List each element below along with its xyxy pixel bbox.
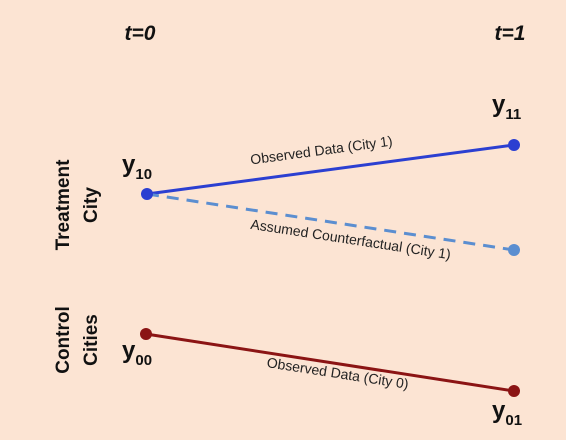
subscript: 01 (505, 412, 522, 429)
observed-line (146, 143, 515, 196)
symbol: y (122, 151, 136, 178)
subscript: 00 (135, 352, 152, 369)
subscript: 11 (505, 106, 521, 123)
group-label: Cities (81, 314, 102, 366)
header: t=0 (125, 22, 156, 45)
point (141, 188, 153, 200)
symbol: y (492, 91, 506, 118)
group-label: City (81, 187, 102, 223)
counterfactual-line (146, 192, 515, 252)
point (140, 328, 152, 340)
point-label: y01 (492, 397, 522, 429)
symbol: y (122, 337, 136, 364)
symbol: y (492, 397, 506, 424)
point (508, 385, 520, 397)
observed-line (145, 332, 515, 393)
group-label: Control (53, 306, 74, 374)
header: t=1 (495, 22, 526, 45)
point-label: y11 (492, 91, 521, 123)
group-label: Treatment (53, 159, 74, 250)
point (508, 139, 520, 151)
point-label: y10 (122, 151, 152, 183)
point (508, 244, 520, 256)
subscript: 10 (135, 166, 152, 183)
point-label: y00 (122, 337, 152, 369)
